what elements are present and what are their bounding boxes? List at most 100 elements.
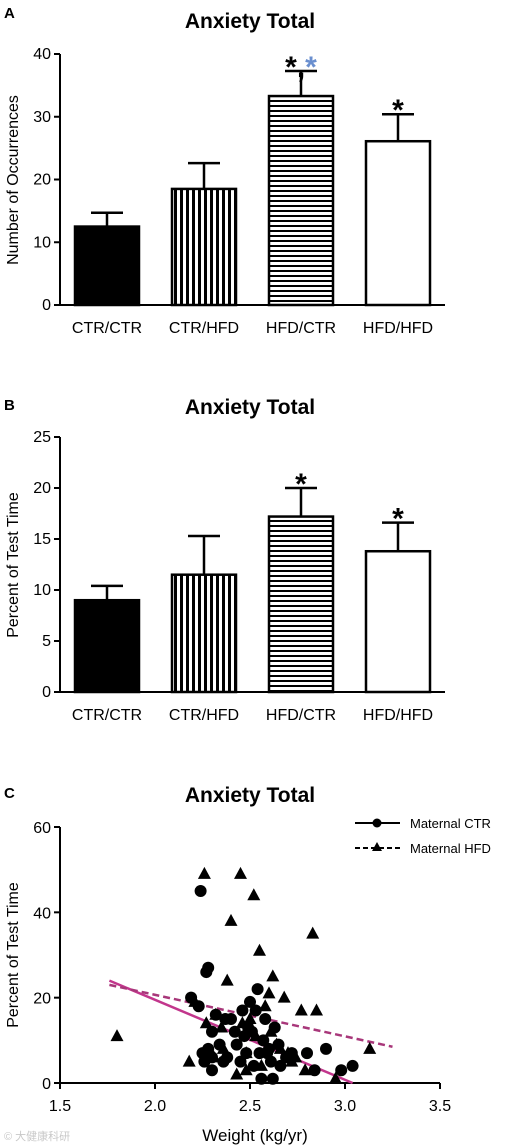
significance-marker: * (392, 94, 404, 127)
ctr-data-point (236, 1004, 249, 1017)
panel-a-title: Anxiety Total (185, 10, 315, 33)
panel-a-bar-chart: A Anxiety Total Number of Occurrences 0 1… (4, 5, 445, 337)
y-tick-label: 0 (42, 1076, 51, 1093)
bar-hfd-hfd (364, 549, 432, 694)
y-tick-label: 0 (42, 297, 51, 314)
y-tick-label: 20 (33, 991, 51, 1008)
y-tick-label: 0 (42, 684, 51, 701)
y-tick-label: 15 (33, 531, 51, 548)
hfd-data-point (235, 1016, 249, 1029)
y-tick-label: 10 (33, 234, 51, 251)
x-tick-label: 1.5 (49, 1098, 71, 1115)
hfd-data-point (239, 1046, 253, 1059)
ctr-data-point (200, 966, 213, 979)
hfd-data-point (273, 1041, 287, 1054)
ctr-data-point (301, 1047, 313, 1060)
hfd-data-point (298, 1063, 312, 1076)
y-tick-label: 60 (33, 820, 51, 837)
panel-c-y-axis-label: Percent of Test Time (5, 882, 22, 1028)
bar-ctr-hfd (170, 573, 238, 694)
legend-ctr-marker (372, 818, 382, 828)
x-tick-label: HFD/HFD (363, 707, 433, 724)
bar-hfd-hfd (364, 139, 432, 307)
significance-star: * (305, 51, 317, 84)
y-tick-label: 40 (33, 46, 51, 63)
significance-marker: * (295, 468, 307, 501)
y-tick-label: 25 (33, 429, 51, 446)
panel-c-plot-area: 0 20 40 60 1.5 2.0 2.5 3.0 3.5 (33, 820, 451, 1115)
panel-b-title: Anxiety Total (185, 396, 315, 419)
hfd-data-point (234, 866, 247, 879)
legend-hfd-label: Maternal HFD (410, 841, 491, 856)
hfd-data-point (199, 1016, 213, 1029)
bar-ctr-ctr (73, 598, 141, 694)
bar-hfd-ctr (267, 94, 335, 307)
panel-c-scatter-chart: C Anxiety Total Percent of Test Time Wei… (4, 784, 491, 1145)
hfd-data-point (220, 973, 234, 986)
significance-marker: *,* (285, 51, 317, 84)
ctr-data-point (255, 1072, 268, 1085)
hfd-data-point (239, 1063, 253, 1076)
x-tick-label: HFD/CTR (266, 320, 336, 337)
hfd-data-point (264, 1024, 278, 1037)
hfd-data-point (329, 1071, 342, 1084)
ctr-data-point (225, 1013, 237, 1025)
panel-c-legend: Maternal CTR Maternal HFD (355, 816, 491, 856)
hfd-data-point (306, 926, 320, 939)
ctr-data-point (249, 1004, 262, 1017)
hfd-data-point (188, 994, 202, 1007)
ctr-data-point (264, 1055, 277, 1068)
x-tick-label: CTR/CTR (72, 320, 142, 337)
hfd-data-point (209, 1007, 223, 1020)
bar-ctr-ctr (73, 225, 141, 307)
significance-marker: * (392, 503, 404, 536)
y-tick-label: 30 (33, 109, 51, 126)
ctr-data-point (234, 1055, 247, 1068)
hfd-data-point (243, 1012, 257, 1024)
x-tick-label: 2.5 (239, 1098, 261, 1115)
panel-b-letter: B (4, 397, 15, 414)
ctr-data-point (346, 1059, 359, 1072)
ctr-data-point (206, 1025, 218, 1038)
significance-star: , (297, 51, 305, 84)
significance-star: * (392, 94, 404, 127)
x-tick-label: CTR/HFD (169, 707, 239, 724)
ctr-data-point (230, 1038, 243, 1051)
x-tick-label: HFD/CTR (266, 707, 336, 724)
hfd-data-point (215, 1020, 228, 1033)
ctr-data-point (257, 1034, 270, 1047)
y-tick-label: 20 (33, 480, 51, 497)
significance-star: * (295, 468, 307, 501)
ctr-data-point (335, 1064, 348, 1077)
ctr-data-point (221, 1051, 234, 1064)
y-tick-label: 20 (33, 172, 51, 189)
y-tick-label: 10 (33, 582, 51, 599)
panel-c-x-axis-label: Weight (kg/yr) (202, 1126, 308, 1145)
hfd-data-point (249, 1029, 263, 1042)
ctr-data-point (228, 1025, 241, 1038)
ctr-data-point (251, 983, 264, 996)
x-tick-label: CTR/CTR (72, 707, 142, 724)
hfd-data-point (363, 1041, 377, 1054)
panel-c-title: Anxiety Total (185, 784, 315, 807)
panel-b-bar-chart: B Anxiety Total Percent of Test Time 0 5 1… (4, 396, 445, 724)
hfd-data-point (266, 969, 280, 982)
hfd-data-point (207, 1050, 221, 1063)
ctr-data-point (266, 1072, 279, 1085)
hfd-data-point (254, 1058, 268, 1071)
hfd-data-point (253, 943, 266, 956)
panel-a-letter: A (4, 5, 15, 22)
legend-hfd-marker (372, 842, 382, 851)
hfd-data-point (258, 999, 272, 1012)
hfd-data-point (277, 990, 291, 1003)
ctr-data-point (263, 1042, 275, 1055)
ctr-data-point (244, 995, 256, 1008)
panel-c-letter: C (4, 785, 15, 802)
bar-hfd-ctr (267, 515, 335, 694)
ctr-data-point (194, 885, 207, 897)
hfd-data-point (262, 986, 276, 999)
hfd-data-point (182, 1054, 196, 1067)
ctr-data-point (274, 1059, 287, 1072)
